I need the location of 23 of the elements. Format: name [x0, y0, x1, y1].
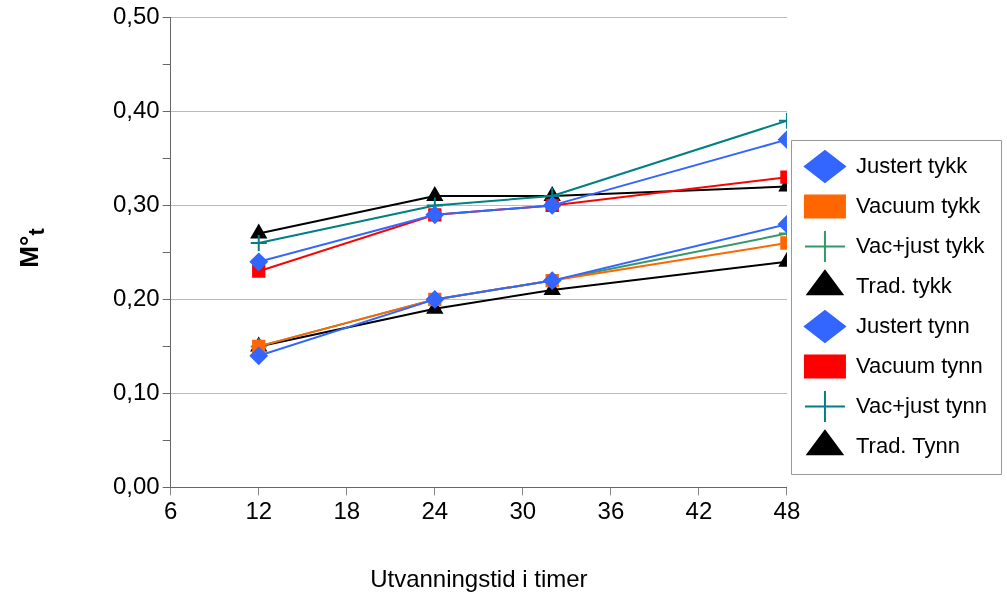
legend-label: Vacuum tynn [855, 352, 983, 378]
y-tick-label: 0,50 [112, 2, 160, 30]
x-tick-label: 6 [164, 497, 178, 525]
x-tick-label: 18 [333, 497, 361, 525]
y-tick-label: 0,00 [112, 472, 160, 500]
y-tick-label: 0,10 [112, 378, 160, 406]
x-tick-label: 48 [773, 497, 801, 525]
legend-label: Vacuum tykk [855, 192, 982, 218]
y-tick-label: 0,20 [112, 284, 160, 312]
legend-label: Trad. Tynn [855, 432, 960, 458]
x-tick-label: 36 [597, 497, 625, 525]
x-tick-label: 12 [245, 497, 273, 525]
legend-label: Justert tykk [855, 152, 969, 178]
legend-label: Vac+just tynn [855, 392, 988, 418]
x-axis-title: Utvanningstid i timer [370, 565, 588, 593]
x-tick-label: 24 [421, 497, 449, 525]
x-tick-label: 30 [509, 497, 537, 525]
legend-label: Trad. tykk [855, 272, 953, 298]
y-tick-label: 0,30 [112, 190, 160, 218]
x-tick-label: 42 [685, 497, 713, 525]
y-tick-label: 0,40 [112, 96, 160, 124]
legend-label: Vac+just tykk [855, 232, 986, 258]
legend-label: Justert tynn [855, 312, 970, 338]
